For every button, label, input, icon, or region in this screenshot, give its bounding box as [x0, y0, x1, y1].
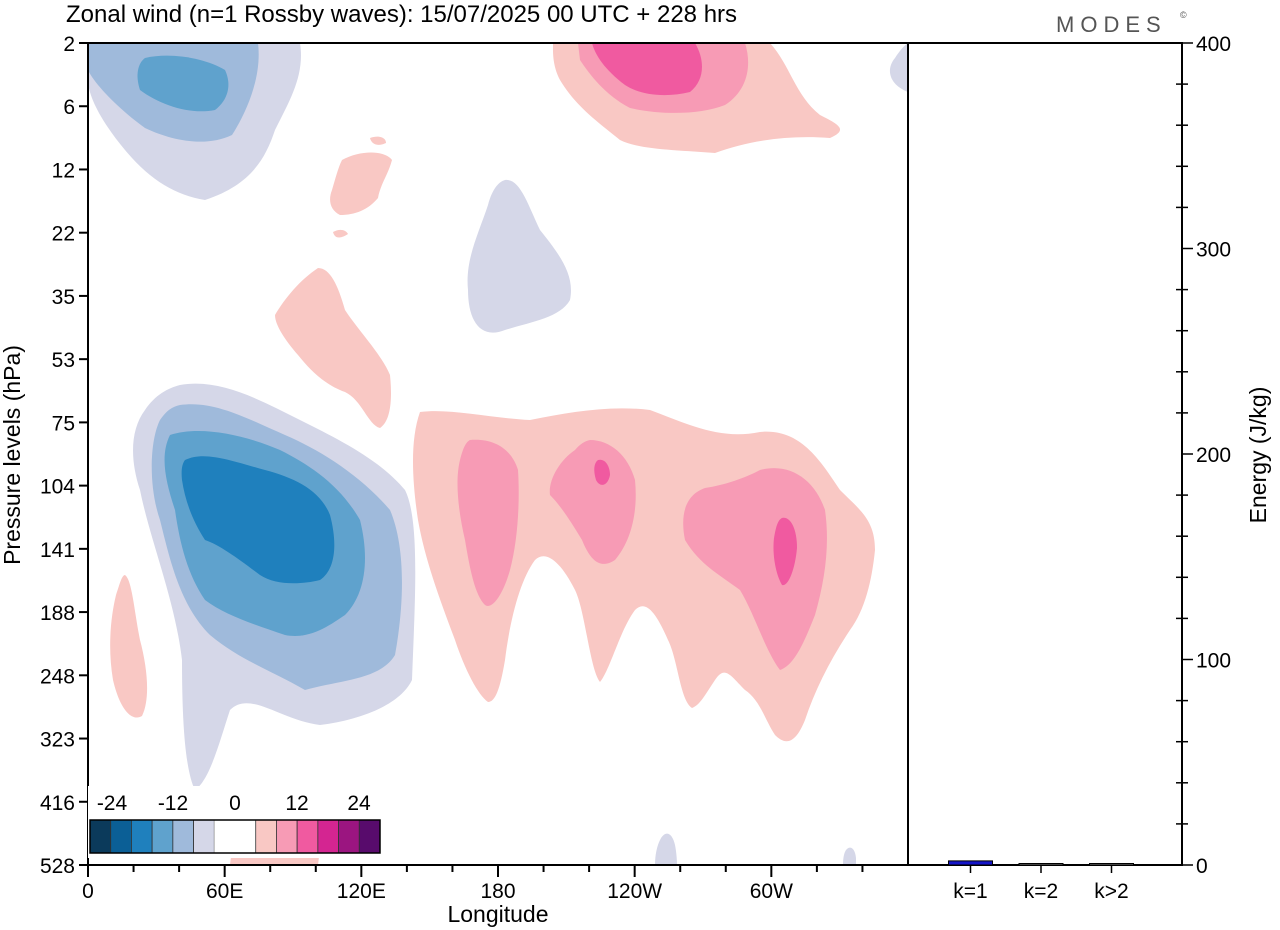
wind-contour-field	[88, 43, 908, 865]
y-tick-label: 12	[52, 159, 75, 182]
colorbar-swatch	[193, 819, 215, 854]
colorbar-swatch	[235, 820, 256, 853]
pressure-axis: 2 6 12 22 35 53 75 104 141 188 248 323 416 528	[40, 33, 88, 878]
x-tick-label: 120E	[337, 880, 386, 903]
energy-tick-label: 300	[1196, 239, 1231, 262]
colorbar-swatch	[172, 819, 194, 854]
energy-tick-label: 0	[1196, 855, 1208, 878]
x-axis-label: Longitude	[447, 901, 548, 927]
energy-tick-label: 200	[1196, 444, 1231, 467]
chart-title: Zonal wind (n=1 Rossby waves): 15/07/202…	[66, 1, 737, 28]
colorbar-swatch	[214, 820, 235, 853]
contour-pos-lower-west-strip	[110, 575, 148, 718]
contour-neg-surface-2	[843, 847, 856, 865]
energy-category-label: k=1	[953, 880, 987, 903]
energy-panel-frame	[907, 42, 1183, 866]
contour-pos-mid-fragment	[330, 152, 392, 215]
y-tick-label: 75	[52, 412, 75, 435]
brand-logo: MODES	[1056, 12, 1167, 37]
energy-bar	[1089, 863, 1134, 866]
colorbar-swatch	[110, 819, 132, 854]
y-tick-label: 2	[63, 33, 75, 56]
y-tick-label: 141	[40, 539, 75, 562]
y-tick-label: 248	[40, 665, 75, 688]
contour-neg-mid-central	[467, 179, 571, 333]
y-tick-label: 528	[40, 855, 75, 878]
colorbar-swatch	[338, 819, 360, 854]
x-tick-label: 0	[82, 880, 94, 903]
colorbar-label: 0	[229, 792, 241, 815]
colorbar-label: 12	[285, 792, 308, 815]
contour-neg-surface-1	[655, 833, 677, 865]
energy-bar	[948, 860, 993, 866]
colorbar-swatch	[317, 819, 339, 854]
colorbar-swatch	[131, 819, 153, 854]
contour-pos-upper-central-3	[592, 43, 702, 96]
colorbar-swatch	[296, 819, 319, 854]
y-tick-label: 323	[40, 729, 75, 752]
colorbar-swatch	[151, 819, 174, 854]
contour-pos-mid-dot-1	[370, 136, 386, 145]
y-tick-label: 104	[40, 476, 75, 499]
contour-pos-lower-band-3a	[594, 459, 610, 485]
contour-neg-lower-west-4	[181, 456, 335, 584]
energy-axis-label: Energy (J/kg)	[1245, 387, 1271, 524]
contour-pos-lower-band-2c	[683, 468, 827, 670]
contour-pos-lower-band-3b	[773, 517, 797, 586]
colorbar-label: -24	[97, 792, 128, 815]
x-tick-label: 60W	[750, 880, 793, 903]
contour-pos-lower-band-2a	[457, 439, 519, 606]
x-tick-label: 60E	[206, 880, 243, 903]
energy-axis: 0 100 200 300 400	[1176, 33, 1231, 878]
energy-category-label: k>2	[1094, 880, 1128, 903]
energy-bars: k=1 k=2 k>2	[948, 860, 1134, 903]
colorbar-swatch	[358, 819, 381, 854]
contour-pos-mid-dot-2	[333, 229, 348, 238]
y-tick-label: 416	[40, 792, 75, 815]
y-tick-label: 35	[52, 286, 75, 309]
colorbar-label: -12	[158, 792, 188, 815]
colorbar-frame	[89, 819, 381, 854]
contour-pos-mid-west	[275, 268, 391, 428]
contour-neg-upper-west-3	[137, 55, 229, 112]
longitude-axis: 0 60E 120E 180 120W 60W	[82, 865, 864, 903]
y-tick-label: 53	[52, 349, 75, 372]
contour-pos-lower-band-2b	[549, 440, 636, 564]
energy-bar	[1018, 863, 1064, 866]
y-axis-label: Pressure levels (hPa)	[0, 345, 25, 565]
contour-neg-upper-east-edge	[889, 43, 908, 92]
brand-copyright-mark: ©	[1180, 10, 1187, 20]
y-tick-label: 22	[52, 223, 75, 246]
y-tick-label: 6	[63, 96, 75, 119]
colorbar-swatch	[276, 819, 298, 854]
colorbar-swatch	[89, 819, 112, 854]
energy-category-label: k=2	[1024, 880, 1058, 903]
energy-tick-label: 400	[1196, 33, 1231, 56]
energy-tick-label: 100	[1196, 650, 1231, 673]
colorbar-swatch	[255, 819, 277, 854]
x-tick-label: 180	[480, 880, 515, 903]
x-tick-label: 120W	[607, 880, 662, 903]
y-tick-label: 188	[40, 602, 75, 625]
colorbar-legend: -24 -12 0 12 24	[88, 786, 384, 858]
colorbar-label: 24	[347, 792, 371, 815]
